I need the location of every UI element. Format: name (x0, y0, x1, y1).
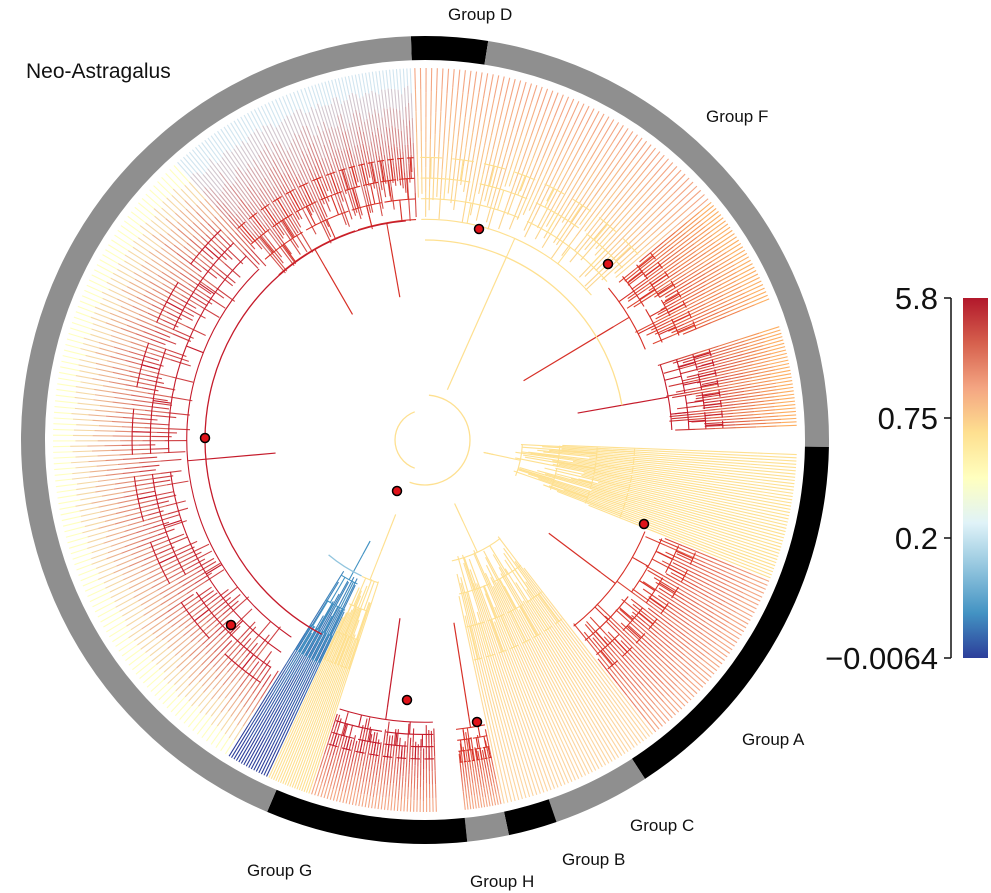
node-marker-5 (225, 619, 237, 631)
group-label-g: Group G (247, 861, 312, 880)
color-scale-axis (944, 297, 952, 659)
tree-clade-2 (577, 326, 797, 431)
scale-tick-min: −0.0064 (825, 641, 938, 676)
ring-segment-group-g (267, 789, 468, 845)
node-marker-4 (638, 518, 650, 530)
ring-segment-group-d (410, 36, 489, 65)
node-marker-1 (602, 258, 614, 270)
group-label-b: Group B (562, 850, 625, 869)
scale-tick-max: 5.8 (895, 281, 938, 316)
node-marker-6 (401, 694, 413, 706)
group-label-a: Group A (742, 730, 805, 749)
tree-clade-11 (177, 86, 356, 315)
clade-label-neo-astragalus: Neo-Astragalus (26, 60, 171, 83)
tree-clade-3 (483, 444, 797, 579)
tree-clade-6 (453, 622, 502, 810)
ring-segment-group-c (548, 758, 646, 822)
tree-clade-4 (548, 531, 770, 733)
tree-clade-1 (523, 201, 770, 382)
node-markers (199, 223, 650, 728)
color-scale-bar (963, 298, 988, 658)
ring-segment-group-b (504, 799, 557, 836)
phylogenetic-tree (52, 67, 797, 812)
node-marker-3 (391, 485, 403, 497)
node-marker-0 (473, 223, 485, 235)
group-label-h: Group H (470, 872, 534, 891)
tree-clade-9 (228, 540, 371, 777)
tree-clade-5 (451, 503, 653, 804)
group-ring (21, 36, 830, 845)
tree-clade-10 (52, 165, 292, 755)
group-label-f: Group F (706, 107, 768, 126)
group-label-c: Group C (630, 816, 694, 835)
tree-clade-12 (311, 68, 417, 298)
scale-tick-2: 0.75 (878, 401, 938, 436)
ring-segment-group-f (484, 40, 830, 448)
tree-backbone (204, 220, 623, 635)
node-marker-2 (199, 432, 211, 444)
group-label-d: Group D (448, 5, 512, 24)
scale-tick-3: 0.2 (895, 521, 938, 556)
tree-clade-8 (268, 514, 397, 794)
node-marker-7 (471, 716, 483, 728)
tree-clade-7 (311, 618, 437, 812)
ring-segment-group-a (631, 446, 829, 779)
ring-segment-group-h (464, 811, 509, 842)
tree-clade-0 (414, 67, 709, 390)
